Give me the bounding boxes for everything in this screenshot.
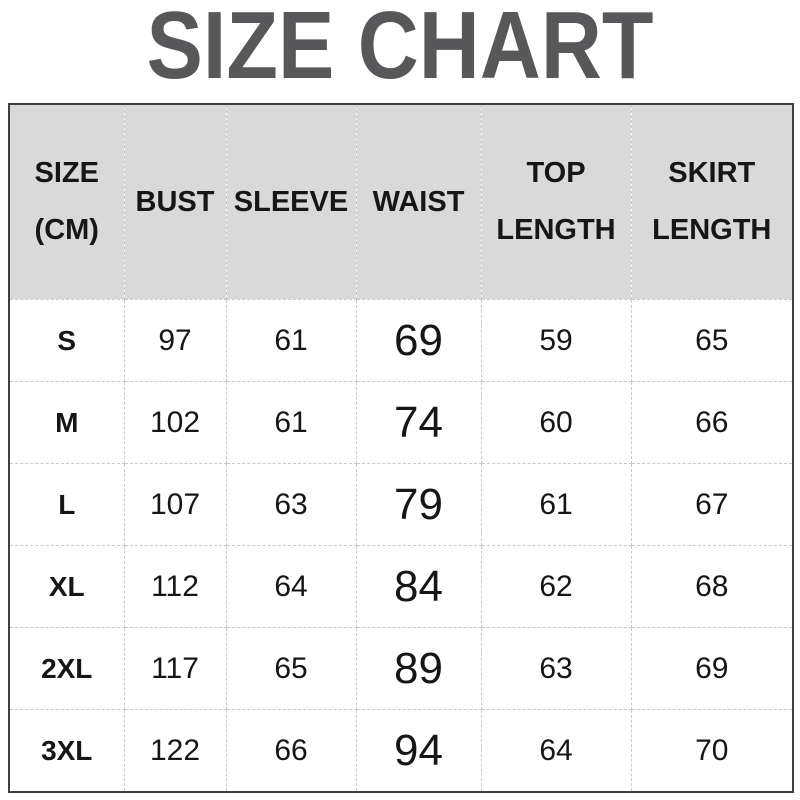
bust-value: 102	[123, 381, 227, 464]
column-header-top-length-line1: TOP	[526, 157, 586, 189]
column-header-skirt-length-line1: SKIRT	[668, 157, 756, 189]
size-label: S	[8, 299, 125, 382]
table-row: L 107 63 79 61 67	[8, 463, 794, 546]
waist-value: 84	[355, 545, 482, 628]
size-chart-table: SIZE (CM) BUST SLEEVE WAIST TOP LENGTH S	[8, 103, 794, 793]
top-length-value: 64	[480, 709, 632, 793]
table-header: SIZE (CM) BUST SLEEVE WAIST TOP LENGTH S	[8, 103, 794, 300]
sleeve-value: 61	[225, 299, 357, 382]
column-header-bust-line1: BUST	[135, 185, 215, 218]
size-label: M	[8, 381, 125, 464]
top-length-value: 60	[480, 381, 632, 464]
skirt-length-value: 68	[630, 545, 794, 628]
size-label: 2XL	[8, 627, 125, 710]
column-header-skirt-length-line2: LENGTH	[652, 214, 772, 246]
sleeve-value: 63	[225, 463, 357, 546]
header-row: SIZE (CM) BUST SLEEVE WAIST TOP LENGTH S	[8, 103, 794, 300]
bust-value: 107	[123, 463, 227, 546]
size-label: L	[8, 463, 125, 546]
waist-value: 79	[355, 463, 482, 546]
table-row: M 102 61 74 60 66	[8, 381, 794, 464]
bust-value: 112	[123, 545, 227, 628]
sleeve-value: 61	[225, 381, 357, 464]
column-header-sleeve: SLEEVE	[225, 103, 357, 300]
waist-value: 89	[355, 627, 482, 710]
column-header-bust: BUST	[123, 103, 227, 300]
column-header-skirt-length: SKIRT LENGTH	[630, 103, 794, 300]
top-length-value: 63	[480, 627, 632, 710]
waist-value: 69	[355, 299, 482, 382]
page-title: SIZE CHART	[146, 0, 654, 99]
sleeve-value: 65	[225, 627, 357, 710]
column-header-size-line2: (CM)	[34, 214, 99, 246]
bust-value: 117	[123, 627, 227, 710]
waist-value: 74	[355, 381, 482, 464]
column-header-size: SIZE (CM)	[8, 103, 125, 300]
column-header-waist-line1: WAIST	[372, 185, 465, 218]
bust-value: 122	[123, 709, 227, 793]
column-header-sleeve-line1: SLEEVE	[233, 185, 349, 218]
skirt-length-value: 69	[630, 627, 794, 710]
skirt-length-value: 67	[630, 463, 794, 546]
table-row: 3XL 122 66 94 64 70	[8, 709, 794, 793]
top-length-value: 59	[480, 299, 632, 382]
table-row: S 97 61 69 59 65	[8, 299, 794, 382]
bust-value: 97	[123, 299, 227, 382]
table-row: XL 112 64 84 62 68	[8, 545, 794, 628]
column-header-top-length: TOP LENGTH	[480, 103, 632, 300]
top-length-value: 61	[480, 463, 632, 546]
skirt-length-value: 65	[630, 299, 794, 382]
table-row: 2XL 117 65 89 63 69	[8, 627, 794, 710]
skirt-length-value: 66	[630, 381, 794, 464]
sleeve-value: 66	[225, 709, 357, 793]
skirt-length-value: 70	[630, 709, 794, 793]
waist-value: 94	[355, 709, 482, 793]
top-length-value: 62	[480, 545, 632, 628]
sleeve-value: 64	[225, 545, 357, 628]
column-header-waist: WAIST	[355, 103, 482, 300]
column-header-top-length-line2: LENGTH	[496, 214, 616, 246]
size-label: XL	[8, 545, 125, 628]
table-body: S 97 61 69 59 65 M 102 61 74 60 66 L 107…	[8, 299, 794, 793]
size-label: 3XL	[8, 709, 125, 793]
column-header-size-line1: SIZE	[34, 157, 99, 189]
